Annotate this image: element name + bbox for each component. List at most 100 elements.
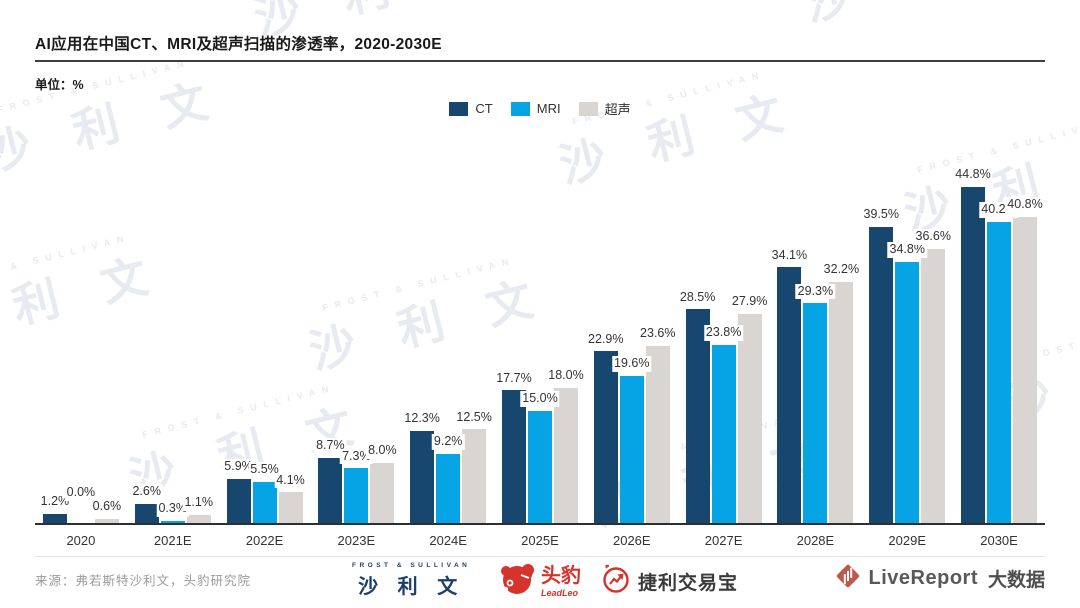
bar-slot: 5.5%: [248, 140, 281, 523]
bar-超声: [370, 463, 395, 523]
bar-mri: [527, 410, 552, 523]
x-axis-label: 2028E: [796, 533, 835, 548]
x-axis-label: 2027E: [704, 533, 743, 548]
bar-mri: [711, 344, 736, 523]
bar-slot: 34.8%: [887, 140, 927, 523]
bar-mri: [252, 481, 277, 523]
bar-slot: 32.2%: [821, 140, 862, 523]
bar-value-label: 0.6%: [90, 498, 124, 515]
bar-slot: 4.1%: [274, 140, 307, 523]
bar-slot: 12.5%: [454, 140, 494, 523]
bar-value-label: 29.3%: [795, 283, 836, 300]
leadleo-wordmark-en: LeadLeo: [541, 587, 579, 598]
x-axis-label: 2022E: [245, 533, 284, 548]
legend-item-ct: CT: [449, 101, 493, 116]
bar-超声: [94, 518, 119, 523]
bar-value-label: 28.5%: [677, 289, 718, 306]
bar-value-label: 5.9%: [222, 459, 255, 475]
legend-item-ultrasound: 超声: [578, 99, 631, 118]
bar-slot: 1.2%: [38, 140, 72, 523]
bar-slot: 19.6%: [612, 140, 652, 523]
bar-value-label: 4.1%: [274, 472, 307, 489]
leadleo-logo: 头豹 LeadLeo: [497, 561, 581, 602]
bar-超声: [462, 429, 487, 523]
bar-value-label: 18.0%: [546, 368, 586, 384]
bar-group-2024E: 12.3% 9.2% 12.5%: [402, 140, 494, 523]
bar-value-label: 1.1%: [182, 495, 215, 511]
bar-value-label: 34.1%: [769, 247, 810, 264]
x-axis-label: 2030E: [980, 533, 1018, 548]
bar-ct: [685, 309, 710, 523]
bar-value-label: 23.6%: [638, 326, 678, 342]
x-axis-label: 2023E: [337, 533, 376, 548]
bar-ct: [134, 503, 159, 523]
bar-mri: [160, 520, 185, 523]
bar-ct: [869, 226, 894, 523]
bar-mri: [987, 221, 1012, 523]
bar-value-label: 8.0%: [366, 443, 399, 459]
bar-ct: [593, 351, 618, 523]
bar-value-label: 12.5%: [454, 409, 494, 426]
bar-value-label: 19.6%: [612, 356, 652, 372]
bar-ct: [777, 267, 802, 523]
mri-legend-swatch: [510, 101, 530, 116]
bar-value-label: 17.7%: [494, 370, 534, 387]
page-title: AI应用在中国CT、MRI及超声扫描的渗透率，2020-2030E: [35, 36, 442, 53]
x-axis-label: 2026E: [612, 533, 651, 548]
bar-value-label: 36.6%: [913, 228, 953, 245]
bar-slot: 2.6%: [130, 140, 163, 523]
frost-sullivan-wordmark: 沙 利 文: [358, 576, 465, 598]
bar-value-label: 7.3%: [340, 448, 373, 465]
bar-mri: [344, 468, 369, 523]
bar-slot: 9.2%: [431, 140, 465, 523]
bar-slot: 23.8%: [703, 140, 744, 523]
bar-value-label: 40.8%: [1005, 197, 1045, 213]
bar-slot: 40.8%: [1005, 140, 1045, 523]
bar-group-2020: 1.2% 0.0% 0.6%: [35, 140, 127, 523]
bar-slot: 34.1%: [769, 140, 810, 523]
ct-legend-swatch: [449, 101, 469, 116]
bar-ct: [961, 187, 986, 523]
livereport-wordmark: LiveReport: [868, 567, 978, 589]
x-axis-label: 2024E: [429, 533, 467, 548]
bar-mri: [619, 376, 644, 523]
bar-value-label: 44.8%: [953, 167, 993, 183]
source-text: 来源：弗若斯特沙利文，头豹研究院: [35, 574, 252, 588]
x-axis-label: 2029E: [888, 533, 927, 548]
leadleo-wordmark: 头豹 LeadLeo: [541, 566, 581, 598]
bar-超声: [553, 388, 578, 523]
bar-slot: 44.8%: [953, 140, 993, 523]
bar-value-label: 2.6%: [130, 483, 163, 500]
bar-slot: 5.9%: [222, 140, 255, 523]
bar-slot: 39.5%: [861, 140, 901, 523]
bar-slot: 0.3%: [156, 140, 189, 523]
bar-value-label: 15.0%: [520, 390, 560, 407]
bar-slot: 36.6%: [913, 140, 953, 523]
bar-slot: 15.0%: [520, 140, 560, 523]
bar-slot: 28.5%: [677, 140, 718, 523]
legend-label: 超声: [604, 102, 631, 117]
x-axis-label: 2025E: [521, 533, 559, 548]
leadleo-wordmark-cn: 头豹: [541, 564, 581, 587]
bar-value-label: 32.2%: [821, 261, 862, 278]
bar-ct: [501, 390, 526, 523]
bar-slot: 40.2%: [979, 140, 1019, 523]
bar-value-label: 0.0%: [64, 485, 98, 501]
bar-value-label: 27.9%: [729, 294, 770, 310]
bar-slot: 12.3%: [402, 140, 442, 523]
plot-area: 1.2% 0.0% 0.6% 2.6% 0.3% 1.1% 5.9% 5.5% 4.1% 8.7%…: [35, 140, 1045, 525]
bar-slot: 7.3%: [340, 140, 373, 523]
bar-超声: [278, 492, 303, 523]
bar-slot: 1.1%: [182, 140, 215, 523]
livereport-diamond-icon: [835, 563, 861, 594]
bar-slot: 18.0%: [546, 140, 586, 523]
bar-value-label: 8.7%: [314, 438, 347, 454]
bar-group-2026E: 22.9% 19.6% 23.6%: [586, 140, 678, 523]
leadleo-leopard-icon: [497, 561, 535, 602]
bar-ct: [318, 457, 343, 523]
livereport-suffix: 大数据: [987, 570, 1045, 591]
legend-item-mri: MRI: [510, 101, 561, 116]
livereport-logo: LiveReport 大数据: [835, 563, 1045, 594]
header-divider: [35, 60, 1045, 62]
